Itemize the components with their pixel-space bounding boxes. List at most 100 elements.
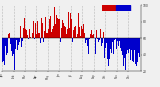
Bar bbox=[121, 38, 122, 51]
Bar bbox=[21, 38, 22, 47]
Bar bbox=[107, 38, 108, 59]
Bar bbox=[8, 34, 9, 38]
Bar bbox=[46, 33, 47, 38]
Bar bbox=[73, 30, 74, 38]
Bar bbox=[24, 18, 25, 38]
Bar bbox=[134, 38, 135, 50]
Bar bbox=[9, 33, 10, 38]
Bar bbox=[26, 30, 27, 38]
Bar bbox=[79, 21, 80, 38]
Bar bbox=[75, 26, 76, 38]
Bar bbox=[120, 38, 121, 48]
Bar bbox=[119, 38, 120, 41]
Bar bbox=[65, 27, 66, 38]
Bar bbox=[87, 38, 88, 46]
Bar bbox=[49, 19, 50, 38]
Bar bbox=[44, 31, 45, 38]
Bar bbox=[43, 38, 44, 42]
Bar bbox=[28, 38, 29, 39]
Bar bbox=[51, 32, 52, 38]
Bar bbox=[36, 34, 37, 38]
Bar bbox=[71, 19, 72, 38]
Bar bbox=[67, 29, 68, 38]
Bar bbox=[77, 34, 78, 38]
Bar bbox=[114, 38, 115, 40]
Bar bbox=[27, 31, 28, 38]
Bar bbox=[115, 38, 116, 39]
Bar bbox=[37, 21, 38, 38]
Bar bbox=[110, 38, 111, 49]
Bar bbox=[40, 38, 41, 43]
Bar bbox=[6, 38, 7, 55]
Bar bbox=[60, 38, 61, 42]
Bar bbox=[123, 38, 124, 66]
Bar bbox=[23, 28, 24, 38]
Bar bbox=[34, 38, 35, 39]
Bar bbox=[118, 38, 119, 46]
Bar bbox=[54, 7, 55, 38]
Bar bbox=[92, 35, 93, 38]
Bar bbox=[53, 26, 54, 38]
Bar bbox=[10, 38, 11, 44]
Bar bbox=[69, 28, 70, 38]
Bar bbox=[16, 38, 17, 49]
Bar bbox=[106, 38, 107, 43]
Bar bbox=[101, 38, 102, 46]
Bar bbox=[126, 38, 127, 54]
Bar bbox=[62, 20, 63, 38]
Bar bbox=[124, 38, 125, 58]
Bar bbox=[128, 38, 129, 55]
Bar bbox=[131, 38, 132, 50]
Bar bbox=[56, 15, 57, 38]
Bar bbox=[127, 38, 128, 50]
Bar bbox=[109, 38, 110, 59]
Bar bbox=[13, 38, 14, 54]
Bar bbox=[4, 38, 5, 66]
Bar bbox=[57, 18, 58, 38]
Bar bbox=[102, 38, 103, 43]
Bar bbox=[103, 32, 104, 38]
Bar bbox=[105, 38, 106, 48]
Bar bbox=[7, 38, 8, 49]
Bar bbox=[108, 38, 109, 70]
Bar bbox=[130, 38, 131, 60]
Bar bbox=[132, 38, 133, 61]
Bar bbox=[81, 26, 82, 38]
Bar bbox=[68, 15, 69, 38]
Bar bbox=[96, 29, 97, 38]
Bar bbox=[59, 19, 60, 38]
Bar bbox=[111, 38, 112, 53]
Bar bbox=[11, 38, 12, 51]
Bar bbox=[97, 38, 98, 39]
Bar bbox=[93, 34, 94, 38]
Bar bbox=[38, 33, 39, 38]
Bar bbox=[104, 38, 105, 58]
Bar bbox=[138, 38, 139, 53]
Bar bbox=[70, 13, 71, 38]
Bar bbox=[78, 13, 79, 38]
Bar bbox=[84, 33, 85, 38]
Bar bbox=[39, 33, 40, 38]
Bar bbox=[48, 29, 49, 38]
Bar bbox=[137, 38, 138, 62]
Bar bbox=[82, 29, 83, 38]
Bar bbox=[135, 38, 136, 64]
Bar bbox=[74, 27, 75, 38]
Bar bbox=[83, 24, 84, 38]
Bar bbox=[45, 17, 46, 38]
Bar bbox=[52, 29, 53, 38]
Bar bbox=[58, 19, 59, 38]
Bar bbox=[139, 38, 140, 48]
Bar bbox=[99, 38, 100, 39]
Bar bbox=[91, 29, 92, 38]
Bar bbox=[19, 38, 20, 42]
Bar bbox=[35, 23, 36, 38]
Bar bbox=[64, 26, 65, 38]
Bar bbox=[25, 29, 26, 38]
Bar bbox=[113, 38, 114, 54]
Bar bbox=[33, 21, 34, 38]
Bar bbox=[15, 38, 16, 49]
Bar bbox=[18, 38, 19, 45]
Bar bbox=[22, 38, 23, 41]
Bar bbox=[88, 38, 89, 44]
